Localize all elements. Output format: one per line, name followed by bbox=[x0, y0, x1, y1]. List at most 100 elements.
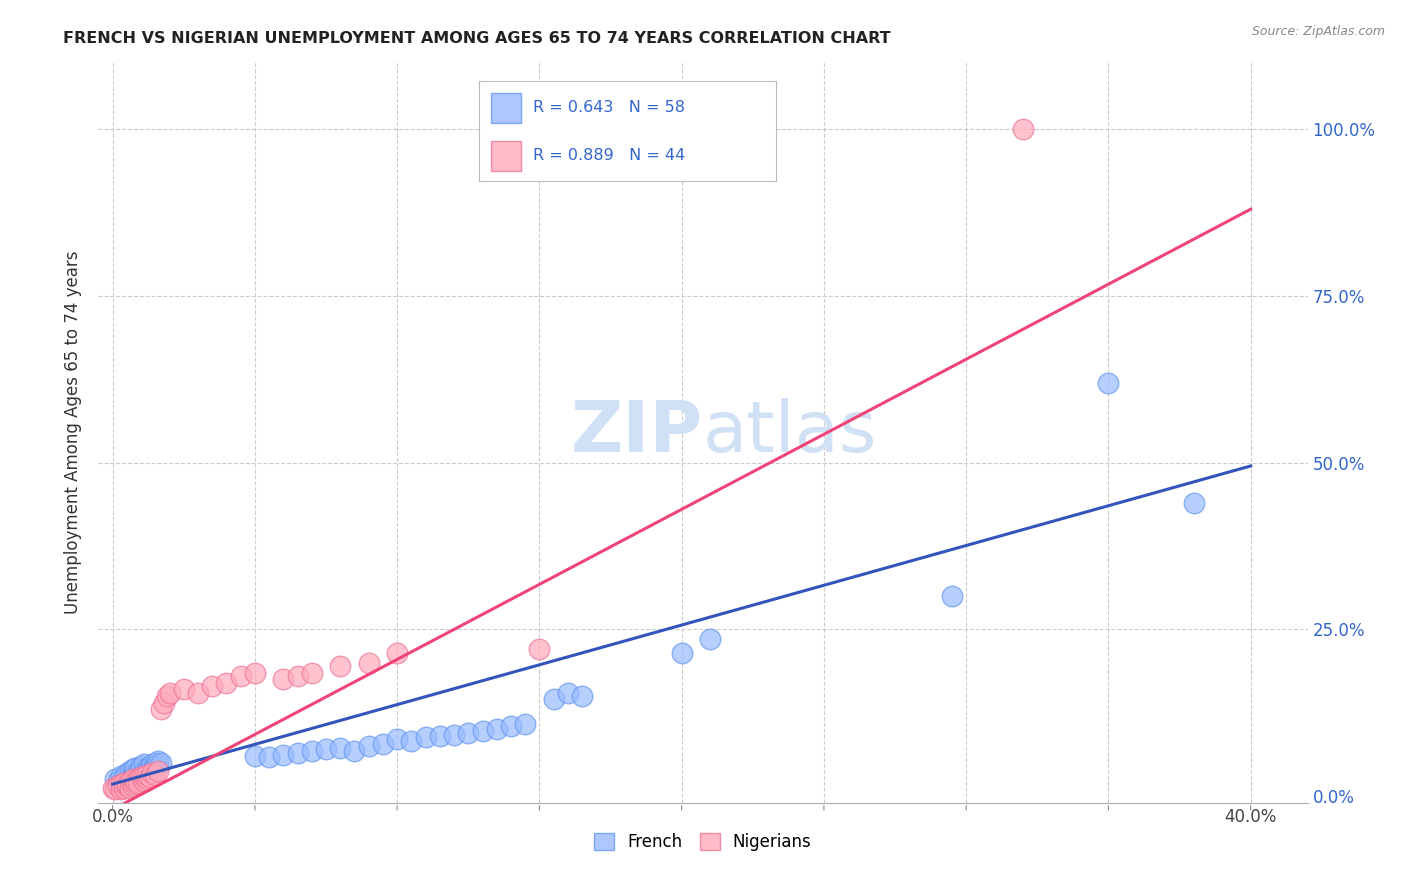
Point bbox=[107, 774, 129, 789]
Point bbox=[215, 675, 238, 690]
Point bbox=[110, 769, 132, 783]
Point bbox=[138, 759, 160, 773]
Point bbox=[132, 757, 155, 772]
Point bbox=[141, 764, 163, 778]
Point bbox=[485, 723, 508, 737]
Point bbox=[243, 749, 266, 764]
Point bbox=[124, 777, 146, 791]
Point bbox=[124, 761, 146, 775]
Point bbox=[243, 665, 266, 680]
Point bbox=[153, 696, 176, 710]
Point bbox=[127, 768, 149, 782]
Point bbox=[571, 689, 593, 703]
Point bbox=[159, 686, 181, 700]
Point bbox=[343, 744, 366, 758]
Point bbox=[371, 737, 394, 751]
Point bbox=[135, 772, 157, 787]
Point bbox=[141, 765, 163, 780]
Point bbox=[115, 779, 138, 793]
Point bbox=[150, 702, 173, 716]
Point bbox=[124, 774, 146, 789]
Point bbox=[699, 632, 721, 647]
Point bbox=[118, 764, 141, 778]
Point bbox=[941, 589, 963, 603]
Point bbox=[229, 669, 252, 683]
Point bbox=[143, 768, 166, 782]
Point bbox=[557, 686, 579, 700]
Point bbox=[301, 665, 323, 680]
Point bbox=[135, 765, 157, 780]
Point bbox=[138, 771, 160, 785]
Point bbox=[135, 768, 157, 782]
Point bbox=[104, 772, 127, 787]
Point bbox=[329, 741, 352, 756]
Text: FRENCH VS NIGERIAN UNEMPLOYMENT AMONG AGES 65 TO 74 YEARS CORRELATION CHART: FRENCH VS NIGERIAN UNEMPLOYMENT AMONG AG… bbox=[63, 31, 891, 46]
Point bbox=[143, 756, 166, 770]
Point bbox=[121, 763, 143, 777]
Point bbox=[1182, 496, 1205, 510]
Point bbox=[187, 686, 209, 700]
Text: atlas: atlas bbox=[703, 398, 877, 467]
Point bbox=[115, 776, 138, 790]
Point bbox=[543, 692, 565, 706]
Point bbox=[118, 774, 141, 789]
Point bbox=[115, 777, 138, 791]
Point bbox=[121, 769, 143, 783]
Point bbox=[201, 679, 224, 693]
Point bbox=[529, 642, 551, 657]
Point bbox=[112, 776, 135, 790]
Point bbox=[156, 689, 179, 703]
Point bbox=[150, 756, 173, 770]
Point bbox=[357, 656, 380, 670]
Point bbox=[146, 764, 169, 778]
Legend: French, Nigerians: French, Nigerians bbox=[588, 826, 818, 857]
Point bbox=[471, 723, 494, 738]
Point bbox=[110, 782, 132, 797]
Point bbox=[141, 757, 163, 772]
Point bbox=[118, 781, 141, 796]
Point bbox=[127, 776, 149, 790]
Point bbox=[401, 734, 423, 748]
Point bbox=[499, 719, 522, 733]
Point bbox=[135, 761, 157, 775]
Point bbox=[127, 764, 149, 778]
Point bbox=[132, 764, 155, 778]
Point bbox=[301, 744, 323, 758]
Point bbox=[385, 732, 408, 747]
Point bbox=[101, 781, 124, 796]
Point bbox=[273, 747, 295, 762]
Point bbox=[104, 782, 127, 797]
Point bbox=[129, 761, 152, 775]
Point bbox=[129, 771, 152, 785]
Point bbox=[173, 682, 195, 697]
Point bbox=[143, 761, 166, 775]
Point bbox=[124, 765, 146, 780]
Point bbox=[107, 779, 129, 793]
Point bbox=[112, 771, 135, 785]
Point bbox=[429, 729, 451, 743]
Y-axis label: Unemployment Among Ages 65 to 74 years: Unemployment Among Ages 65 to 74 years bbox=[65, 251, 83, 615]
Point bbox=[129, 759, 152, 773]
Point bbox=[329, 659, 352, 673]
Point bbox=[1012, 122, 1035, 136]
Point bbox=[287, 669, 309, 683]
Point bbox=[138, 763, 160, 777]
Text: ZIP: ZIP bbox=[571, 398, 703, 467]
Point bbox=[443, 728, 465, 742]
Point bbox=[132, 769, 155, 783]
Point bbox=[121, 779, 143, 793]
Point bbox=[287, 746, 309, 760]
Point bbox=[112, 781, 135, 796]
Point bbox=[132, 774, 155, 789]
Point bbox=[127, 772, 149, 787]
Point bbox=[257, 750, 280, 764]
Point bbox=[671, 646, 693, 660]
Point bbox=[415, 731, 437, 745]
Point bbox=[115, 765, 138, 780]
Point bbox=[1097, 376, 1119, 390]
Point bbox=[385, 646, 408, 660]
Point bbox=[457, 725, 479, 739]
Point bbox=[515, 717, 537, 731]
Text: Source: ZipAtlas.com: Source: ZipAtlas.com bbox=[1251, 25, 1385, 38]
Point bbox=[121, 772, 143, 787]
